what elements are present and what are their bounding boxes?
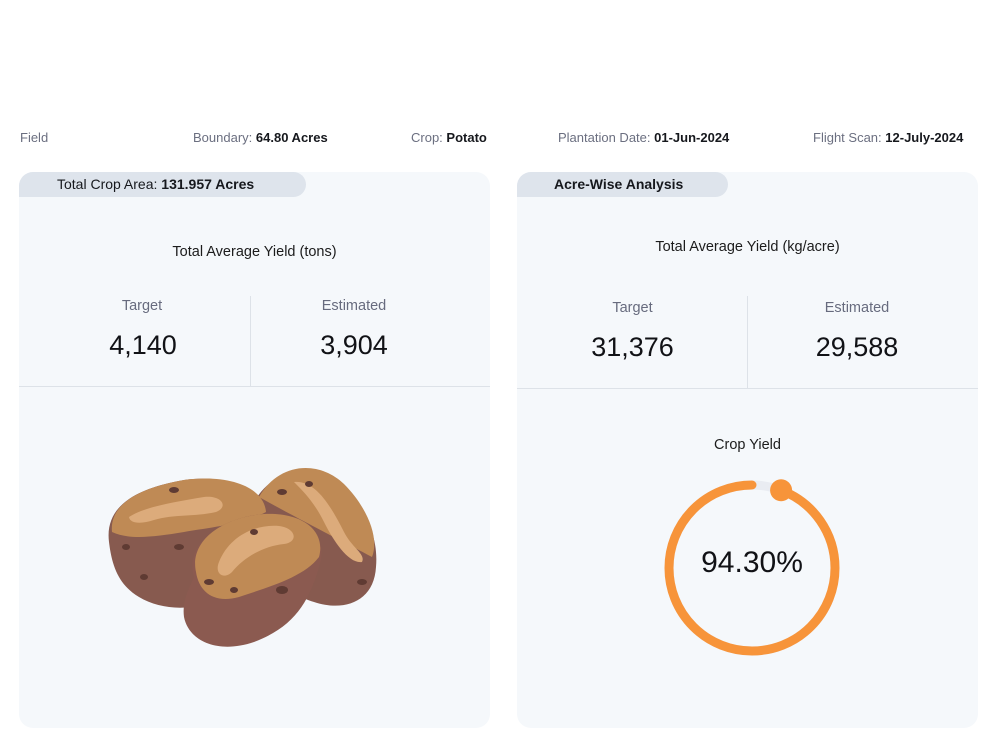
flight-scan-info: Flight Scan: 12-July-2024 <box>813 130 963 145</box>
yield-per-acre-title: Total Average Yield (kg/acre) <box>655 239 840 255</box>
boundary-info: Boundary: 64.80 Acres <box>193 130 328 145</box>
crop-value: Potato <box>446 130 487 145</box>
total-yield-card: Total Crop Area: 131.957 Acres Total Ave… <box>19 172 490 728</box>
target-value: 4,140 <box>109 330 177 360</box>
plantation-date-value: 01-Jun-2024 <box>654 130 730 145</box>
acre-section-divider <box>517 388 978 389</box>
acre-estimated-value: 29,588 <box>815 332 899 362</box>
estimated-value: 3,904 <box>320 330 388 360</box>
total-crop-area-value: 131.957 Acres <box>161 176 255 192</box>
acre-wise-card: Acre-Wise Analysis Total Average Yield (… <box>517 172 978 728</box>
section-divider <box>19 386 490 387</box>
yield-title: Total Average Yield (tons) <box>172 244 337 260</box>
gauge-knob <box>770 479 793 502</box>
plantation-date-label: Plantation Date: <box>558 130 651 145</box>
acre-estimated-label: Estimated <box>824 300 890 316</box>
acre-wise-analysis-pill: Acre-Wise Analysis <box>517 172 728 197</box>
crop-yield-gauge <box>664 479 840 656</box>
acre-target-label: Target <box>612 300 653 316</box>
crop-info: Crop: Potato <box>411 130 487 145</box>
acre-target-value: 31,376 <box>591 332 674 362</box>
total-crop-area-pill: Total Crop Area: 131.957 Acres <box>19 172 306 197</box>
boundary-label: Boundary: <box>193 130 253 145</box>
flight-scan-value: 12-July-2024 <box>885 130 964 145</box>
field-info-bar: Field Boundary: 64.80 Acres Crop: Potato… <box>0 130 1000 148</box>
plantation-date-info: Plantation Date: 01-Jun-2024 <box>558 130 729 145</box>
crop-yield-percentage: 94.30% <box>701 546 803 579</box>
total-crop-area-label: Total Crop Area: <box>57 176 158 192</box>
field-label: Field <box>20 130 49 145</box>
boundary-value: 64.80 Acres <box>255 130 328 145</box>
gauge-progress-arc <box>664 480 840 656</box>
potato-icon <box>108 468 377 647</box>
estimated-label: Estimated <box>321 298 387 314</box>
crop-yield-title: Crop Yield <box>714 437 781 453</box>
target-label: Target <box>121 298 163 314</box>
acre-stat-divider <box>747 296 748 388</box>
flight-scan-label: Flight Scan: <box>813 130 882 145</box>
crop-label: Crop: <box>411 130 443 145</box>
stat-divider <box>250 296 251 386</box>
